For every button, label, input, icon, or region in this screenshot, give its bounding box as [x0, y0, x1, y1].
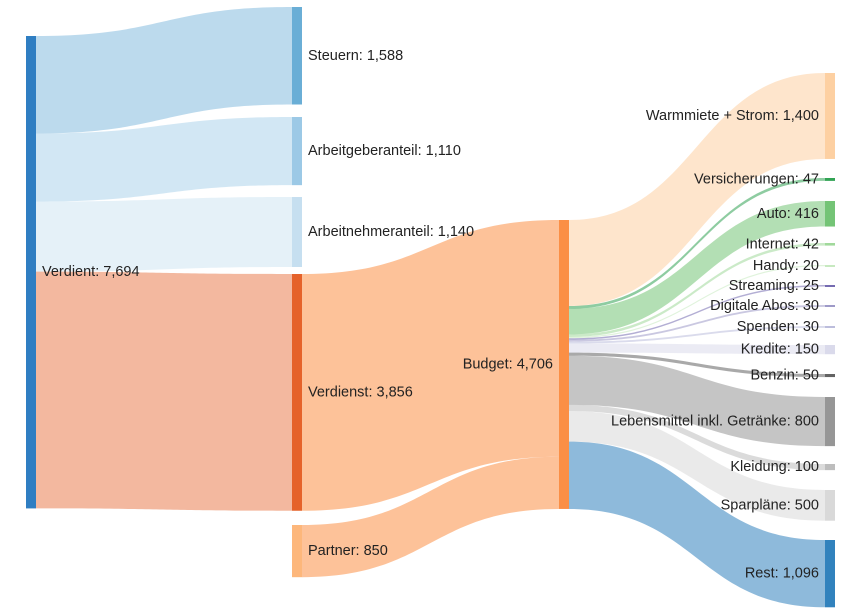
label-benzin: Benzin: 50: [750, 368, 819, 384]
link-budget-benzin: [569, 352, 825, 378]
label-steuern: Steuern: 1,588: [308, 48, 403, 64]
node-arbeitnehmer: [292, 197, 302, 267]
link-budget-handy: [569, 265, 825, 339]
nodes-layer: [26, 7, 835, 608]
label-versicherungen: Versicherungen: 47: [694, 171, 819, 187]
label-auto: Auto: 416: [757, 206, 819, 222]
label-kleidung: Kleidung: 100: [730, 459, 819, 475]
node-arbeitgeber: [292, 117, 302, 186]
link-budget-versicherungen: [569, 178, 825, 309]
label-verdienst: Verdienst: 3,856: [308, 384, 413, 400]
node-steuern: [292, 7, 302, 105]
node-partner: [292, 525, 302, 578]
node-verdienst: [292, 274, 302, 511]
link-budget-lebensmittel: [569, 355, 825, 447]
node-internet: [825, 243, 835, 246]
label-lebensmittel: Lebensmittel inkl. Getränke: 800: [611, 414, 819, 430]
label-warmmiete: Warmmiete + Strom: 1,400: [646, 108, 819, 124]
label-rest: Rest: 1,096: [745, 566, 819, 582]
link-budget-auto: [569, 201, 825, 335]
node-auto: [825, 201, 835, 227]
node-warmmiete: [825, 73, 835, 159]
node-digitale: [825, 305, 835, 307]
link-partner-budget: [302, 456, 559, 578]
link-verdient-steuern: [36, 7, 292, 134]
label-arbeitgeber: Arbeitgeberanteil: 1,110: [308, 143, 461, 159]
node-rest: [825, 540, 835, 608]
label-verdient: Verdient: 7,694: [42, 264, 140, 280]
link-budget-streaming: [569, 285, 825, 340]
link-budget-kleidung: [569, 404, 825, 471]
node-versicherungen: [825, 178, 835, 181]
label-spenden: Spenden: 30: [737, 319, 819, 335]
link-budget-sparplaene: [569, 410, 825, 521]
node-benzin: [825, 374, 835, 378]
node-streaming: [825, 285, 835, 287]
label-kredite: Kredite: 150: [741, 342, 819, 358]
label-digitale: Digitale Abos: 30: [710, 298, 819, 314]
link-budget-kredite: [569, 343, 825, 355]
label-budget: Budget: 4,706: [463, 356, 553, 372]
label-handy: Handy: 20: [753, 258, 819, 274]
link-budget-spenden: [569, 326, 825, 344]
label-streaming: Streaming: 25: [729, 278, 819, 294]
node-budget: [559, 220, 569, 509]
link-budget-internet: [569, 243, 825, 337]
labels-layer: Verdient: 7,694 Steuern: 1,588 Arbeitgeber…: [42, 48, 819, 582]
node-handy: [825, 265, 835, 267]
label-partner: Partner: 850: [308, 543, 388, 559]
label-sparplaene: Sparpläne: 500: [721, 497, 819, 513]
link-verdient-arbeitnehmer: [36, 197, 292, 272]
node-kredite: [825, 345, 835, 355]
link-verdienst-budget: [302, 220, 559, 511]
link-budget-rest: [569, 441, 825, 608]
node-kleidung: [825, 464, 835, 471]
link-verdient-arbeitgeber: [36, 117, 292, 202]
label-arbeitnehmer: Arbeitnehmeranteil: 1,140: [308, 224, 474, 240]
links-layer: [36, 7, 825, 608]
link-verdient-verdienst: [36, 271, 292, 511]
node-sparplaene: [825, 490, 835, 521]
label-internet: Internet: 42: [746, 236, 819, 252]
node-lebensmittel: [825, 397, 835, 447]
link-budget-warmmiete: [569, 73, 825, 306]
node-spenden: [825, 326, 835, 328]
node-verdient: [26, 36, 36, 509]
link-budget-digitale: [569, 305, 825, 342]
